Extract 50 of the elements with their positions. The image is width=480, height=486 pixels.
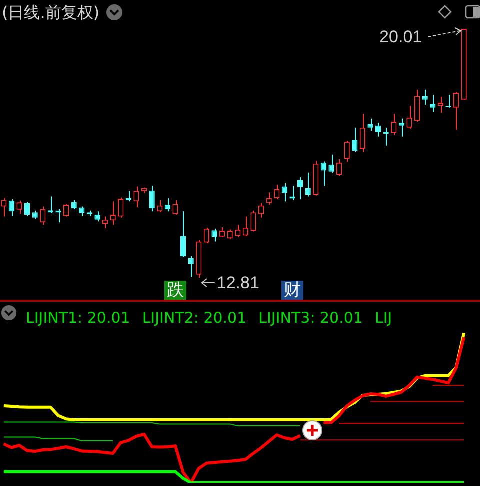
candlestick [1,198,7,218]
candlestick [110,201,116,226]
candlestick [212,228,218,242]
candlestick [63,203,70,218]
candlestick [305,172,311,198]
candlestick [422,89,428,106]
candlestick [164,198,171,212]
candlestick [204,227,210,244]
candlestick [430,94,436,112]
candlestick [453,91,460,130]
candlestick [368,118,374,132]
candlestick [391,114,397,136]
candlestick [157,200,163,213]
candlestick [352,127,358,153]
candlestick [149,186,155,212]
chart-title: (日线.前复权) [2,3,100,24]
annotation: 12.81 [216,274,260,293]
candlestick [8,198,15,217]
candlestick [40,206,46,226]
candlestick [414,89,420,123]
candlestick [250,210,256,232]
text: 财 [284,280,301,300]
candlestick [320,161,327,187]
text: LIJINT2: 20.01 [142,308,247,327]
candlestick [172,200,178,216]
candlestick [118,197,124,218]
candlestick [94,211,100,222]
candlestick [375,122,382,138]
candlestick [297,176,304,200]
candlestick [282,182,288,202]
candlestick [134,186,140,208]
candlestick [71,200,77,210]
candlestick [79,206,85,217]
candlestick [328,154,334,174]
candlestick [235,224,241,238]
annotation: 20.01 [380,28,422,47]
candlestick [180,211,186,258]
candlestick [398,118,405,138]
candlestick [266,192,272,206]
candlestick [406,106,412,130]
text: 跌 [167,280,184,300]
candlestick [336,158,342,176]
text: LIJINT3: 20.01 [258,308,363,327]
candlestick [102,216,108,230]
candlestick [360,114,366,153]
candlestick [290,186,296,201]
candlestick [24,202,30,217]
text: LIJ [374,308,392,327]
candlestick [344,140,350,163]
text: LIJINT1: 20.01 [26,308,130,327]
